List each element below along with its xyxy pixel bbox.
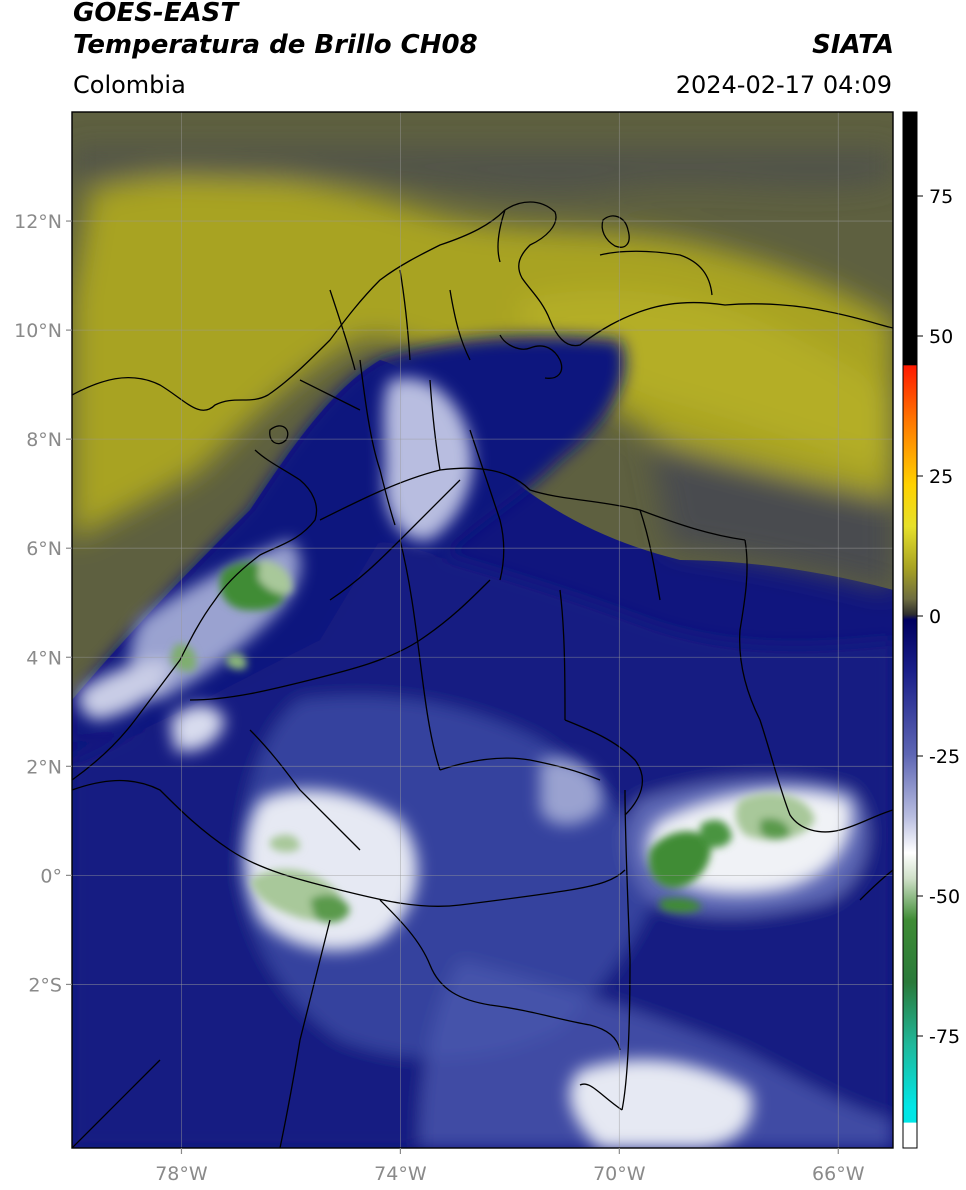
colorbar-tick-label: 0 [929, 606, 941, 628]
lat-tick-label: 12°N [14, 211, 62, 233]
lat-tick-label: 2°S [28, 974, 62, 996]
lat-tick-label: 10°N [14, 320, 62, 342]
product-title: Temperatura de Brillo CH08 [73, 30, 478, 60]
longitude-axis: 78°W 74°W 70°W 66°W [155, 1148, 865, 1185]
lon-tick-label: 70°W [593, 1163, 646, 1185]
colorbar-ramp [902, 111, 918, 1149]
lat-tick-label: 8°N [26, 429, 62, 451]
lon-tick-label: 74°W [374, 1163, 427, 1185]
coastlines-borders [72, 201, 893, 1148]
lat-tick-label: 2°N [26, 756, 62, 778]
lat-tick-label: 6°N [26, 538, 62, 560]
lon-tick-label: 66°W [812, 1163, 865, 1185]
colorbar-tick-label: -50 [929, 886, 960, 908]
colorbar-tick-label: 75 [929, 186, 953, 208]
lat-tick-label: 0° [40, 865, 62, 887]
colorbar-tick-label: -75 [929, 1026, 960, 1048]
lon-tick-label: 78°W [155, 1163, 208, 1185]
colorbar-tick-label: 25 [929, 466, 953, 488]
satellite-title: GOES-EAST [73, 0, 239, 28]
lat-tick-label: 4°N [26, 647, 62, 669]
graticule [72, 112, 893, 1148]
latitude-axis: 12°N 10°N 8°N 6°N 4°N 2°N 0° 2°S [14, 211, 72, 996]
colorbar-tick-label: -25 [929, 746, 960, 768]
colorbar-tick-label: 50 [929, 326, 953, 348]
brand-label: SIATA [812, 30, 894, 60]
region-label: Colombia [73, 71, 186, 99]
colorbar: 75 50 25 0 -25 -50 -75 [902, 111, 960, 1149]
brightness-temperature-field [72, 112, 893, 1148]
map-frame [71, 111, 894, 1149]
datetime-label: 2024-02-17 04:09 [675, 71, 892, 99]
